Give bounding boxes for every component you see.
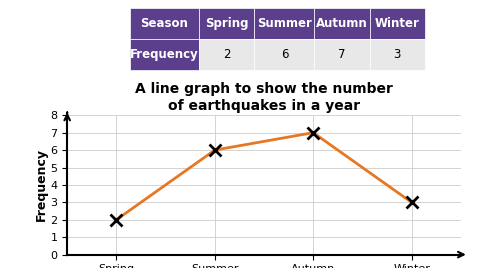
Text: 3: 3 xyxy=(394,48,401,61)
Title: A line graph to show the number
of earthquakes in a year: A line graph to show the number of earth… xyxy=(135,83,393,113)
Text: Winter: Winter xyxy=(375,17,420,30)
Y-axis label: Frequency: Frequency xyxy=(35,148,48,221)
Text: Summer: Summer xyxy=(257,17,312,30)
Text: Season: Season xyxy=(141,17,188,30)
Text: 6: 6 xyxy=(281,48,288,61)
Text: Autumn: Autumn xyxy=(316,17,368,30)
Text: Frequency: Frequency xyxy=(130,48,199,61)
Text: Spring: Spring xyxy=(205,17,249,30)
Text: 7: 7 xyxy=(338,48,346,61)
Text: 2: 2 xyxy=(223,48,230,61)
